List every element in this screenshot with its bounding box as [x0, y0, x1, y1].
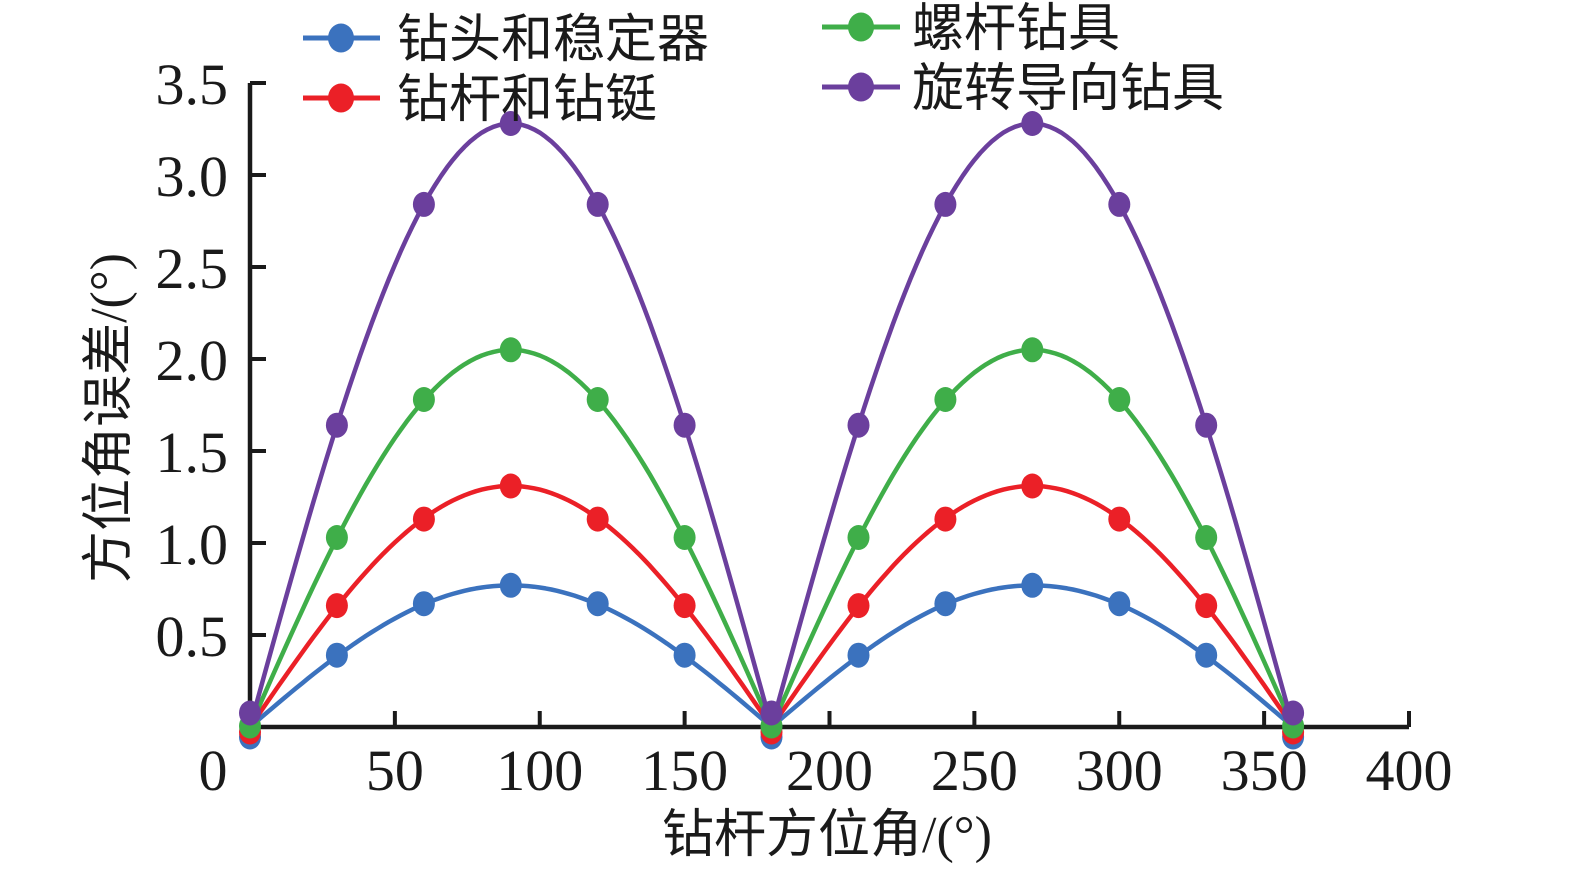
x-tick-label: 350: [1221, 738, 1308, 803]
data-point-marker: [1108, 387, 1131, 412]
data-point-marker: [934, 387, 957, 412]
data-point-marker: [586, 191, 609, 217]
data-point-marker: [1108, 191, 1131, 217]
data-point-marker: [760, 700, 783, 726]
data-point-marker: [1021, 473, 1044, 499]
legend-marker-icon: [328, 23, 354, 53]
legend-label: 钻头和稳定器: [397, 12, 709, 69]
data-point-marker: [934, 591, 957, 617]
data-point-marker: [325, 642, 348, 668]
curves-layer: [247, 121, 1296, 730]
x-tick-label: 400: [1366, 738, 1453, 803]
data-point-marker: [239, 700, 261, 726]
legend-marker-icon: [848, 12, 874, 42]
legend-item: 钻杆和钻铤: [303, 72, 657, 129]
data-point-marker: [1282, 700, 1305, 726]
data-point-marker: [1195, 642, 1218, 668]
data-point-marker: [325, 412, 348, 438]
x-tick-label: 200: [786, 738, 873, 803]
data-point-marker: [1021, 337, 1044, 363]
markers-layer: [239, 111, 1305, 750]
data-point-marker: [673, 525, 696, 550]
legend-marker-icon: [848, 72, 874, 102]
legend-item: 钻头和稳定器: [303, 12, 709, 69]
y-tick-label: 1.0: [156, 512, 229, 577]
x-tick-label: 300: [1076, 738, 1163, 803]
data-point-marker: [1021, 572, 1044, 598]
data-point-marker: [499, 111, 522, 136]
data-point-marker: [1195, 525, 1218, 550]
data-point-marker: [934, 191, 957, 217]
legend-label: 旋转导向钻具: [912, 61, 1224, 118]
data-point-marker: [412, 191, 435, 217]
data-point-marker: [325, 525, 348, 550]
data-point-marker: [1195, 593, 1218, 619]
data-point-marker: [325, 593, 348, 619]
x-axis-title: 钻杆方位角/(°): [662, 807, 992, 864]
data-point-marker: [1195, 412, 1218, 438]
legend-item: 螺杆钻具: [822, 1, 1120, 58]
y-tick-label: 3.0: [156, 144, 229, 209]
data-point-marker: [934, 506, 957, 532]
legend-item: 旋转导向钻具: [822, 61, 1224, 118]
data-point-marker: [1021, 111, 1044, 136]
data-point-marker: [412, 591, 435, 617]
series-curve: [247, 483, 1296, 730]
data-point-marker: [499, 473, 522, 499]
y-axis-title: 方位角误差/(°): [81, 253, 138, 583]
legend-label: 螺杆钻具: [912, 1, 1120, 58]
data-point-marker: [1108, 591, 1131, 617]
x-tick-label: 250: [931, 738, 1018, 803]
legend-label: 钻杆和钻铤: [397, 72, 657, 129]
data-point-marker: [1108, 506, 1131, 532]
y-tick-label: 3.5: [156, 52, 229, 117]
data-point-marker: [586, 591, 609, 617]
data-point-marker: [847, 412, 870, 438]
data-point-marker: [586, 387, 609, 412]
data-point-marker: [673, 593, 696, 619]
data-point-marker: [847, 593, 870, 619]
labels-layer: 0.5 1.0 1.5 2.0 2.5 3.0 3.5 0 50 100 150 200 250 300 3…: [81, 52, 1452, 864]
x-tick-label: 150: [641, 738, 728, 803]
data-point-marker: [673, 412, 696, 438]
data-point-marker: [499, 337, 522, 363]
y-tick-label: 2.5: [156, 236, 229, 301]
y-tick-label: 1.5: [156, 420, 229, 485]
y-tick-label: 2.0: [156, 328, 229, 393]
legend-marker-icon: [328, 83, 354, 113]
data-point-marker: [499, 572, 522, 598]
data-point-marker: [847, 525, 870, 550]
x-tick-label: 50: [366, 738, 424, 803]
series-curve: [247, 347, 1296, 730]
data-point-marker: [412, 387, 435, 412]
data-point-marker: [412, 506, 435, 532]
y-tick-label: 0.5: [156, 604, 229, 669]
x-tick-label: 0: [199, 738, 228, 803]
data-point-marker: [586, 506, 609, 532]
data-point-marker: [673, 642, 696, 668]
x-tick-label: 100: [496, 738, 583, 803]
data-point-marker: [847, 642, 870, 668]
